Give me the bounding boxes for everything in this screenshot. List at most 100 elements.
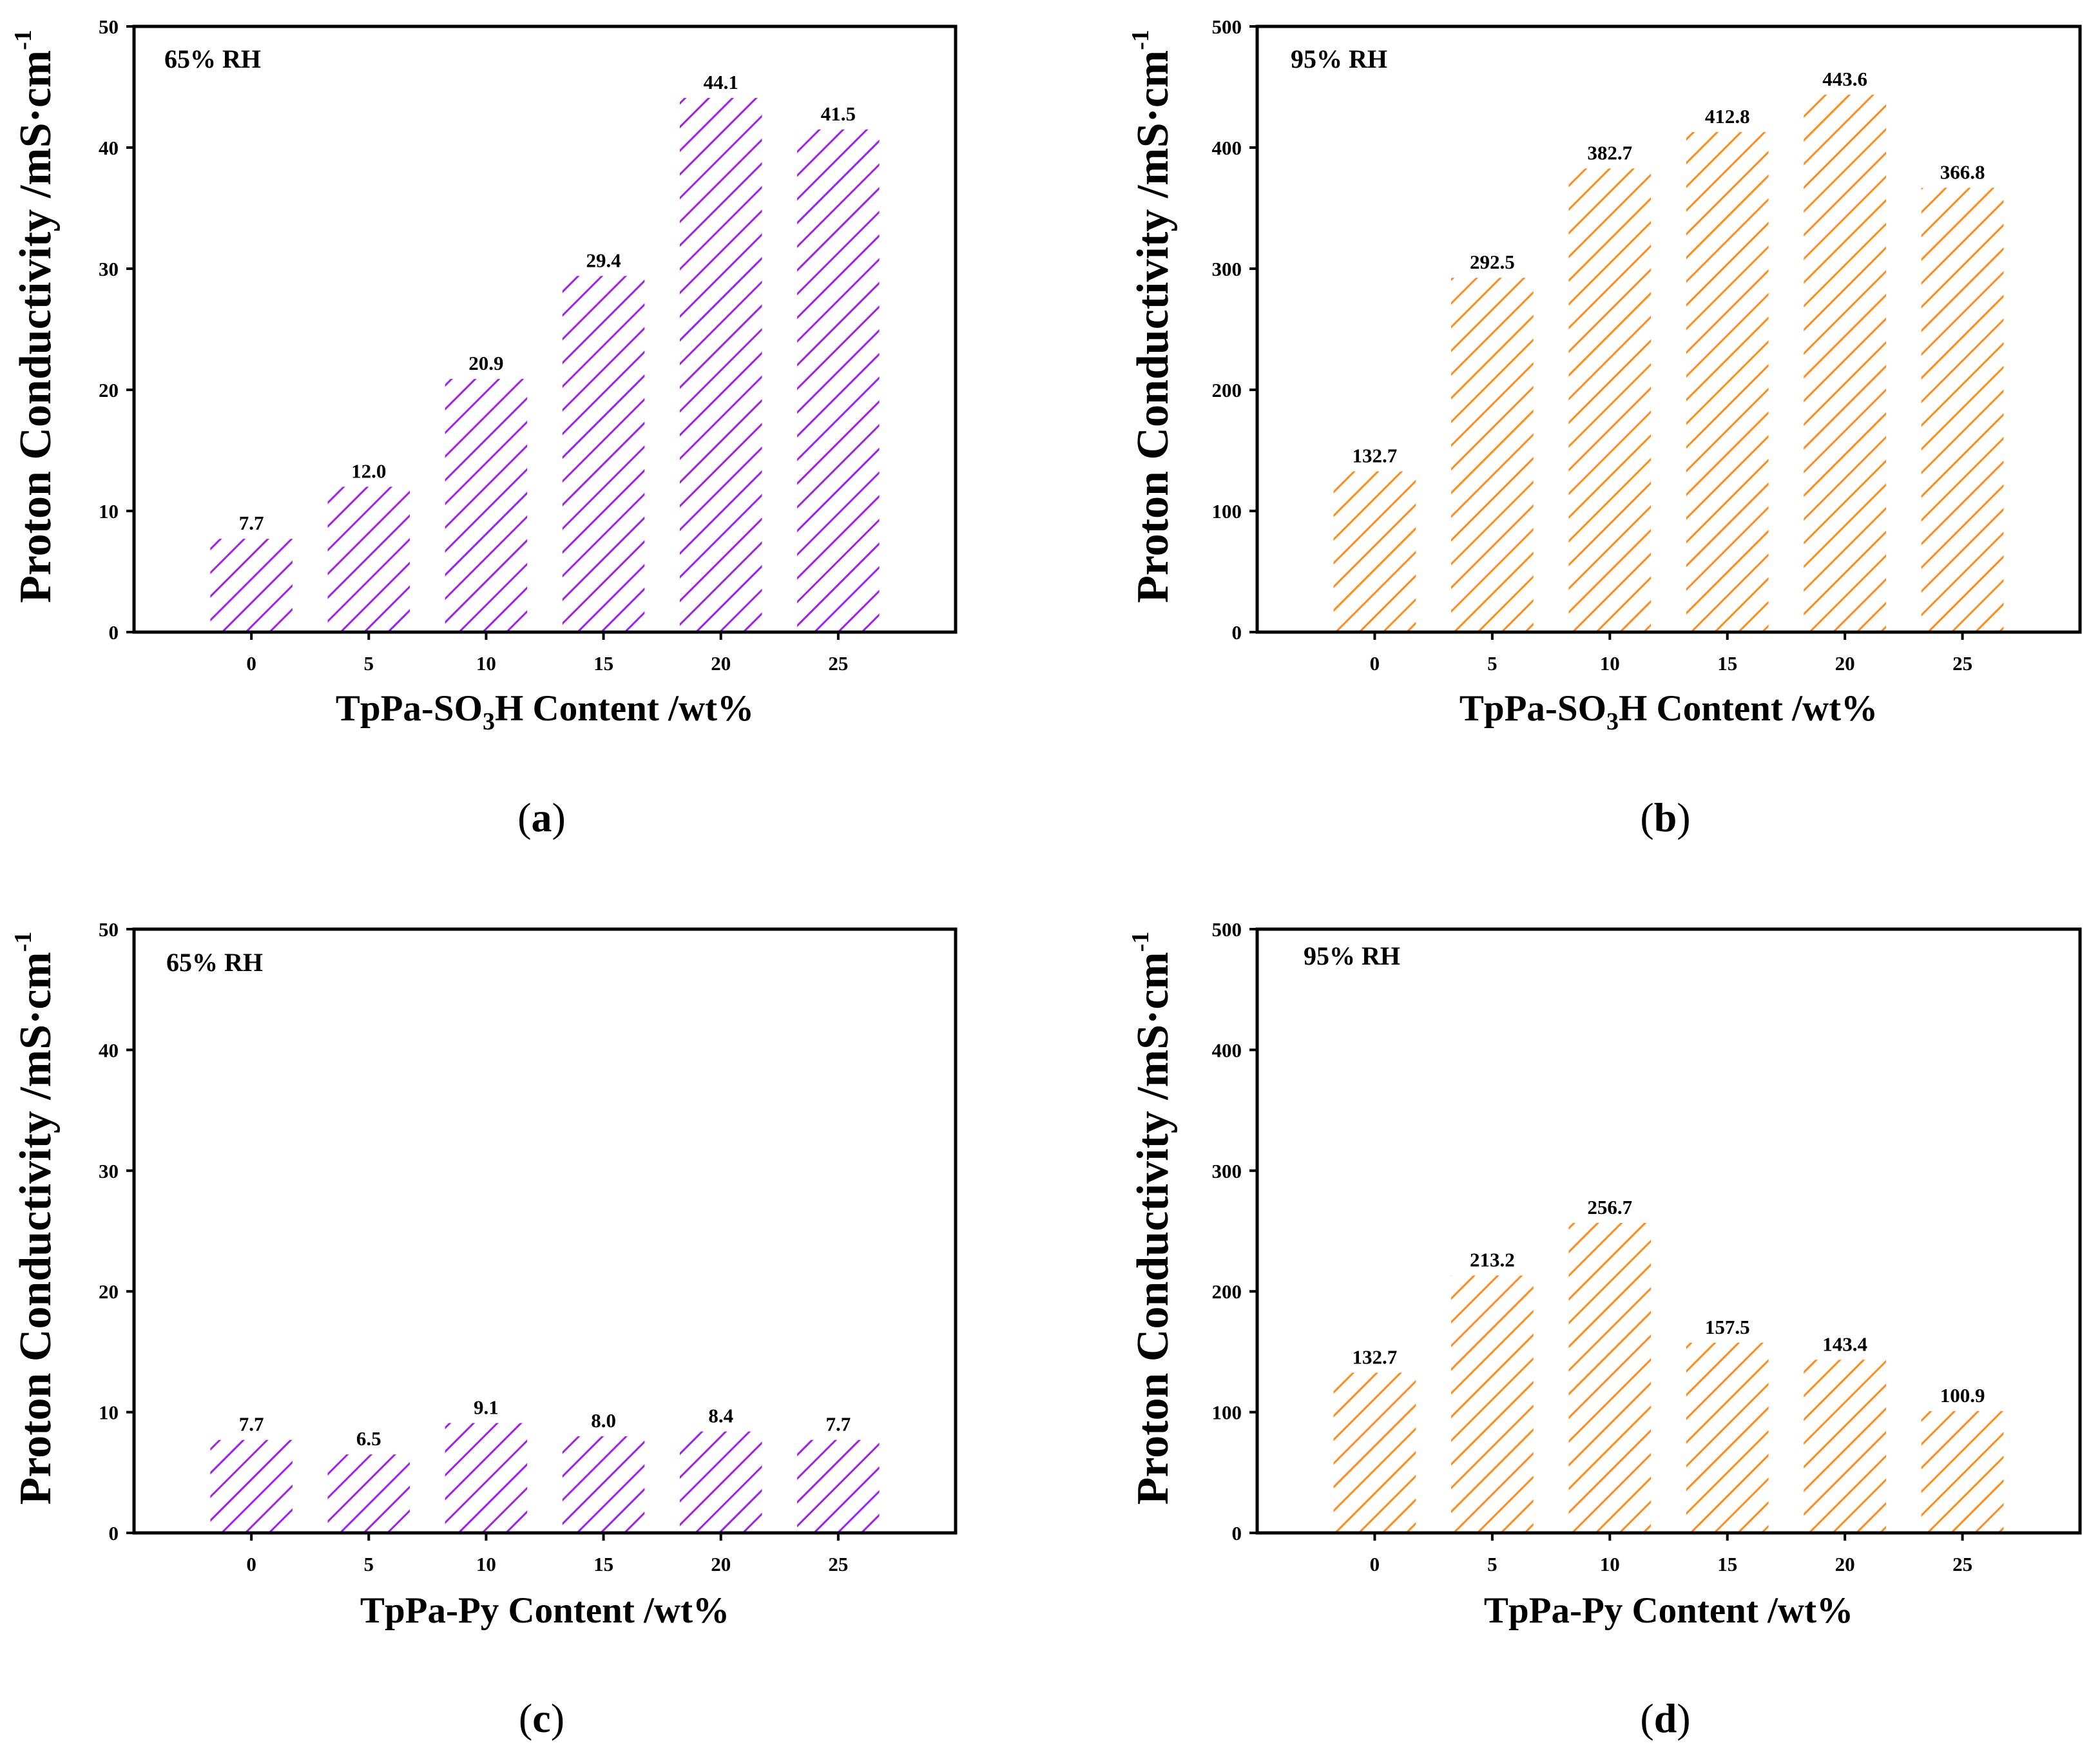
y-tick-label: 200 — [1212, 1280, 1242, 1303]
y-tick-label: 10 — [99, 500, 119, 523]
data-label: 20.9 — [468, 352, 503, 374]
y-tick-label: 30 — [99, 258, 119, 280]
x-tick-label: 5 — [1487, 652, 1498, 675]
bar-0 — [210, 1439, 293, 1533]
x-tick-label: 25 — [1952, 652, 1972, 675]
bar-10 — [445, 1423, 528, 1533]
data-label: 292.5 — [1470, 251, 1515, 273]
bar-10 — [1568, 168, 1652, 632]
y-tick-label: 30 — [99, 1160, 119, 1182]
x-tick-label: 15 — [1717, 1553, 1737, 1575]
y-tick-label: 500 — [1212, 15, 1242, 38]
y-tick-label: 100 — [1212, 500, 1242, 523]
y-tick-label: 0 — [109, 1522, 119, 1544]
data-label: 9.1 — [474, 1396, 499, 1418]
data-label: 100.9 — [1940, 1384, 1985, 1407]
y-tick-label: 400 — [1212, 137, 1242, 159]
y-tick-label: 0 — [1232, 621, 1242, 644]
y-tick-label: 100 — [1212, 1401, 1242, 1424]
bar-25 — [797, 1439, 880, 1533]
panel-caption: (b) — [1640, 794, 1690, 840]
data-label: 29.4 — [586, 249, 621, 271]
data-label: 7.7 — [239, 1413, 264, 1436]
rh-annotation: 65% RH — [164, 44, 261, 73]
data-label: 213.2 — [1470, 1248, 1515, 1271]
y-tick-label: 300 — [1212, 258, 1242, 280]
bar-15 — [562, 1436, 645, 1533]
x-tick-label: 0 — [1370, 1553, 1380, 1575]
bar-25 — [1921, 1410, 2004, 1533]
y-axis-label: Proton Conductivity /mS·cm-1 — [10, 932, 61, 1505]
x-tick-label: 10 — [1600, 1553, 1620, 1575]
x-tick-label: 5 — [1487, 1553, 1498, 1575]
y-tick-label: 0 — [109, 621, 119, 644]
plot-frame — [132, 24, 958, 634]
y-tick-label: 0 — [1232, 1522, 1242, 1544]
data-label: 366.8 — [1940, 160, 1985, 183]
y-tick-label: 200 — [1212, 379, 1242, 401]
data-label: 12.0 — [351, 459, 386, 482]
bar-10 — [445, 379, 528, 632]
plot-frame — [1255, 927, 2082, 1535]
y-tick-label: 20 — [99, 379, 119, 401]
data-label: 443.6 — [1822, 68, 1867, 90]
bar-20 — [1804, 1360, 1886, 1533]
data-label: 256.7 — [1587, 1196, 1632, 1218]
chart-panel-b: 132.7 0 292.5 5 382.7 10 412.8 15 443.6 20 366.8 25… — [1127, 15, 2082, 840]
x-tick-label: 20 — [711, 652, 731, 675]
bar-5 — [327, 486, 410, 632]
data-label: 7.7 — [825, 1413, 851, 1436]
x-tick-label: 5 — [364, 1553, 374, 1575]
x-tick-label: 15 — [1717, 652, 1737, 675]
x-tick-label: 0 — [246, 1553, 256, 1575]
chart-panel-d: 132.7 0 213.2 5 256.7 10 157.5 15 143.4 20 100.9 25… — [1127, 918, 2082, 1741]
y-axis-label: Proton Conductivity /mS·cm-1 — [10, 30, 61, 603]
y-axis-label: Proton Conductivity /mS·cm-1 — [1127, 932, 1178, 1505]
x-tick-label: 15 — [593, 1553, 613, 1575]
x-axis-label: TpPa-Py Content /wt% — [1484, 1590, 1853, 1631]
data-label: 132.7 — [1353, 445, 1398, 467]
bar-15 — [1686, 131, 1769, 632]
panel-caption: (c) — [519, 1695, 564, 1741]
y-tick-label: 20 — [99, 1280, 119, 1303]
x-tick-label: 25 — [828, 652, 848, 675]
bar-5 — [327, 1454, 410, 1533]
chart-panel-a: 7.7 0 12.0 5 20.9 10 29.4 15 44.1 20 41.5 25 0 10 20 30… — [10, 15, 958, 840]
rh-annotation: 65% RH — [166, 948, 263, 977]
x-tick-label: 10 — [476, 1553, 496, 1575]
y-tick-label: 400 — [1212, 1039, 1242, 1061]
x-tick-label: 0 — [246, 652, 256, 675]
data-label: 143.4 — [1822, 1333, 1867, 1355]
y-tick-label: 500 — [1212, 918, 1242, 941]
y-tick-label: 40 — [99, 137, 119, 159]
bar-10 — [1568, 1222, 1652, 1533]
rh-annotation: 95% RH — [1291, 44, 1387, 73]
data-label: 157.5 — [1705, 1316, 1750, 1338]
y-tick-label: 50 — [99, 918, 119, 941]
data-label: 41.5 — [821, 102, 856, 125]
y-axis-label: Proton Conductivity /mS·cm-1 — [1127, 30, 1178, 603]
data-label: 8.4 — [708, 1405, 733, 1427]
y-tick-label: 300 — [1212, 1160, 1242, 1182]
bar-0 — [210, 539, 293, 632]
x-tick-label: 5 — [364, 652, 374, 675]
data-label: 382.7 — [1587, 142, 1632, 164]
data-label: 8.0 — [591, 1409, 616, 1432]
x-tick-label: 10 — [476, 652, 496, 675]
x-tick-label: 10 — [1600, 652, 1620, 675]
bar-25 — [797, 129, 880, 633]
x-tick-label: 20 — [1835, 652, 1855, 675]
data-label: 6.5 — [356, 1427, 381, 1450]
bar-15 — [1686, 1342, 1769, 1533]
bar-0 — [1333, 471, 1416, 632]
bar-5 — [1451, 1275, 1534, 1533]
bar-20 — [679, 97, 762, 633]
plot-frame — [1255, 24, 2082, 634]
chart-panel-c: 7.7 0 6.5 5 9.1 10 8.0 15 8.4 20 7.7 25 0 10 20 30 40 50 6… — [10, 918, 958, 1741]
x-tick-label: 20 — [1835, 1553, 1855, 1575]
plot-frame — [132, 927, 958, 1535]
data-label: 44.1 — [704, 71, 738, 93]
panel-caption: (a) — [517, 794, 566, 840]
x-tick-label: 15 — [593, 652, 613, 675]
